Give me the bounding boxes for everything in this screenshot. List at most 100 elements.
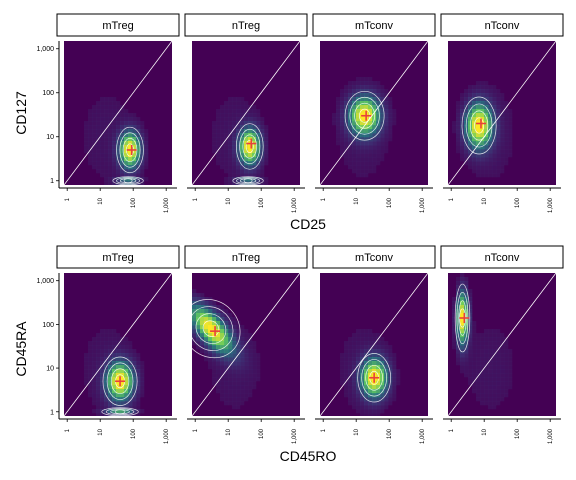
density-cell: [252, 353, 256, 357]
density-cell: [208, 365, 212, 369]
density-cell: [88, 361, 92, 365]
density-cell: [100, 341, 104, 345]
density-cell: [476, 341, 480, 345]
density-cell: [504, 145, 508, 149]
density-cell: [212, 337, 216, 341]
density-cell: [456, 109, 460, 113]
density-cell: [492, 329, 496, 333]
density-cell: [372, 361, 376, 365]
density-cell: [212, 377, 216, 381]
density-cell: [388, 113, 392, 117]
density-cell: [352, 333, 356, 337]
density-cell: [468, 161, 472, 165]
x-tick-label: 1: [449, 428, 455, 432]
density-cell: [476, 125, 480, 129]
density-cell: [220, 333, 224, 337]
density-cell: [476, 333, 480, 337]
density-cell: [252, 145, 256, 149]
density-cell: [216, 129, 220, 133]
density-cell: [92, 157, 96, 161]
density-cell: [128, 133, 132, 137]
density-cell: [232, 353, 236, 357]
facet-strip-mtreg: mTreg: [57, 14, 179, 36]
density-cell: [100, 101, 104, 105]
density-cell: [504, 361, 508, 365]
density-cell: [240, 97, 244, 101]
density-cell: [372, 153, 376, 157]
density-cell: [500, 373, 504, 377]
density-cell: [252, 341, 256, 345]
density-cell: [500, 133, 504, 137]
density-cell: [96, 337, 100, 341]
strip-label: mTconv: [355, 252, 393, 264]
density-cell: [232, 149, 236, 153]
density-cell: [112, 169, 116, 173]
density-cell: [240, 401, 244, 405]
density-cell: [392, 121, 396, 125]
density-cell: [104, 149, 108, 153]
density-cell: [468, 353, 472, 357]
density-cell: [216, 137, 220, 141]
density-cell: [236, 401, 240, 405]
density-cell: [136, 173, 140, 177]
density-cell: [460, 365, 464, 369]
density-cell: [252, 369, 256, 373]
density-cell: [240, 369, 244, 373]
density-cell: [224, 357, 228, 361]
strip-label: mTreg: [102, 252, 133, 264]
density-cell: [96, 397, 100, 401]
density-cell: [384, 101, 388, 105]
y-tick-label: 1,000: [36, 46, 54, 53]
density-cell: [224, 165, 228, 169]
density-cell: [364, 149, 368, 153]
density-cell: [392, 397, 396, 401]
density-cell: [476, 97, 480, 101]
density-cell: [100, 145, 104, 149]
density-cell: [364, 341, 368, 345]
density-cell: [228, 357, 232, 361]
density-cell: [492, 97, 496, 101]
density-cell: [264, 181, 268, 185]
density-cell: [500, 369, 504, 373]
density-cell: [96, 113, 100, 117]
density-cell: [96, 385, 100, 389]
density-cell: [488, 349, 492, 353]
density-cell: [468, 365, 472, 369]
density-cell: [456, 357, 460, 361]
density-cell: [128, 157, 132, 161]
density-cell: [488, 397, 492, 401]
density-cell: [508, 137, 512, 141]
density-cell: [492, 145, 496, 149]
density-cell: [368, 341, 372, 345]
density-cell: [224, 389, 228, 393]
density-cell: [264, 133, 268, 137]
density-cell: [344, 369, 348, 373]
density-cell: [508, 357, 512, 361]
density-cell: [456, 121, 460, 125]
density-cell: [228, 345, 232, 349]
density-cell: [84, 353, 88, 357]
density-cell: [92, 385, 96, 389]
density-cell: [92, 361, 96, 365]
density-cell: [112, 109, 116, 113]
density-cell: [464, 369, 468, 373]
density-cell: [340, 365, 344, 369]
density-cell: [500, 117, 504, 121]
density-cell: [140, 409, 144, 413]
density-cell: [372, 385, 376, 389]
density-cell: [360, 137, 364, 141]
density-cell: [500, 337, 504, 341]
density-cell: [340, 149, 344, 153]
density-cell: [352, 345, 356, 349]
density-cell: [140, 129, 144, 133]
density-cell: [508, 121, 512, 125]
density-cell: [484, 329, 488, 333]
density-cell: [340, 113, 344, 117]
density-cell: [504, 373, 508, 377]
density-cell: [240, 381, 244, 385]
density-cell: [344, 97, 348, 101]
density-cell: [356, 329, 360, 333]
density-cell: [108, 141, 112, 145]
density-cell: [464, 281, 468, 285]
